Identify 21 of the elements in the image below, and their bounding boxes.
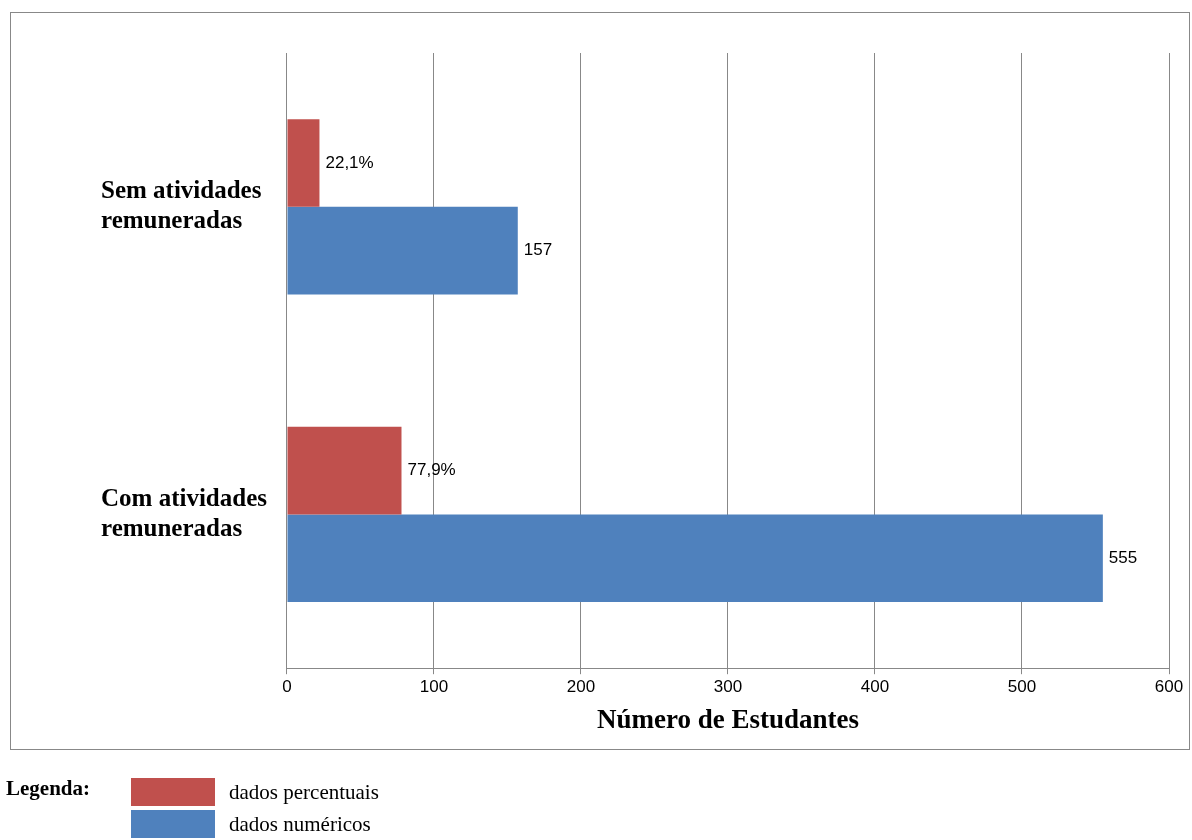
data-label: 157: [523, 240, 553, 260]
legend-label: dados percentuais: [229, 779, 379, 805]
x-tick-label: 0: [282, 677, 292, 697]
x-tick-label: 600: [1154, 677, 1184, 697]
bar: [287, 119, 320, 207]
x-tick-label: 200: [566, 677, 596, 697]
bar: [287, 514, 1103, 603]
x-tick-label: 100: [419, 677, 449, 697]
x-tick-label: 500: [1007, 677, 1037, 697]
bar: [287, 206, 518, 295]
legend-label: dados numéricos: [229, 811, 371, 837]
x-axis-title: Número de Estudantes: [596, 703, 860, 734]
data-label: 77,9%: [407, 460, 456, 480]
legend-title: Legenda:: [6, 776, 91, 802]
y-tick-label: Sem atividades remuneradas: [101, 176, 262, 234]
data-label: 555: [1108, 547, 1138, 567]
x-tick-label: 300: [713, 677, 743, 697]
y-tick-label: Com atividades remuneradas: [101, 483, 268, 541]
data-label: 22,1%: [325, 152, 374, 172]
x-tick-label: 400: [860, 677, 890, 697]
bar: [287, 426, 402, 515]
